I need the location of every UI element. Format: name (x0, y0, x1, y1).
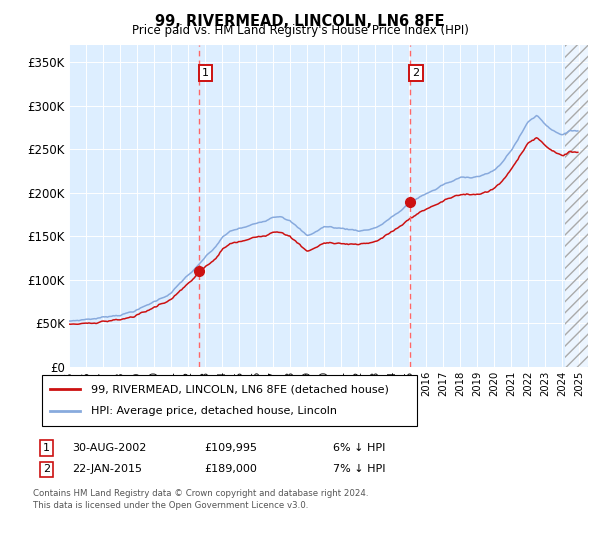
Text: 22-JAN-2015: 22-JAN-2015 (72, 464, 142, 474)
Text: 1: 1 (202, 68, 209, 78)
Text: This data is licensed under the Open Government Licence v3.0.: This data is licensed under the Open Gov… (33, 501, 308, 510)
Text: Price paid vs. HM Land Registry's House Price Index (HPI): Price paid vs. HM Land Registry's House … (131, 24, 469, 37)
Text: 99, RIVERMEAD, LINCOLN, LN6 8FE: 99, RIVERMEAD, LINCOLN, LN6 8FE (155, 14, 445, 29)
Text: £109,995: £109,995 (204, 443, 257, 453)
Bar (565, 45, 588, 367)
Text: 7% ↓ HPI: 7% ↓ HPI (333, 464, 386, 474)
Text: 6% ↓ HPI: 6% ↓ HPI (333, 443, 385, 453)
Text: 99, RIVERMEAD, LINCOLN, LN6 8FE (detached house): 99, RIVERMEAD, LINCOLN, LN6 8FE (detache… (91, 384, 389, 394)
Text: 2: 2 (413, 68, 419, 78)
Text: £189,000: £189,000 (204, 464, 257, 474)
Text: Contains HM Land Registry data © Crown copyright and database right 2024.: Contains HM Land Registry data © Crown c… (33, 489, 368, 498)
Bar (565, 45, 588, 367)
Text: 1: 1 (43, 443, 50, 453)
Text: 30-AUG-2002: 30-AUG-2002 (72, 443, 146, 453)
Text: 2: 2 (43, 464, 50, 474)
Text: HPI: Average price, detached house, Lincoln: HPI: Average price, detached house, Linc… (91, 407, 337, 417)
